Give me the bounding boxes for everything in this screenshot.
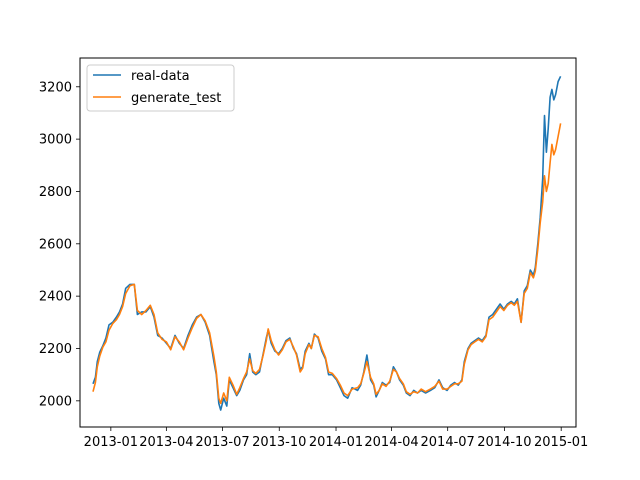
legend: real-data generate_test bbox=[86, 64, 235, 112]
x-axis: 2013-01 2013-04 2013-07 2013-10 2014-01 2014-… bbox=[84, 427, 588, 450]
x-tick-label: 2015-01 bbox=[534, 435, 588, 450]
y-tick-label: 2600 bbox=[39, 237, 72, 252]
series-line-real-data bbox=[92, 75, 562, 411]
x-tick-label: 2014-04 bbox=[364, 435, 418, 450]
x-tick-label: 2013-10 bbox=[252, 435, 306, 450]
x-tick-label: 2013-07 bbox=[195, 435, 249, 450]
legend-label-real-data: real-data bbox=[131, 69, 190, 84]
y-tick-label: 2400 bbox=[39, 290, 72, 305]
series-line-generate-test bbox=[92, 123, 562, 405]
x-tick-label: 2014-10 bbox=[477, 435, 531, 450]
y-tick-label: 2200 bbox=[39, 342, 72, 357]
y-tick-label: 3200 bbox=[39, 80, 72, 95]
x-tick-label: 2014-01 bbox=[309, 435, 363, 450]
y-axis: 2000 2200 2400 2600 2800 3000 3200 bbox=[39, 80, 80, 409]
y-tick-label: 3000 bbox=[39, 133, 72, 148]
plot-frame bbox=[79, 57, 577, 428]
legend-label-generate-test: generate_test bbox=[131, 91, 221, 106]
legend-box bbox=[86, 64, 235, 112]
x-tick-label: 2013-01 bbox=[84, 435, 138, 450]
y-tick-label: 2000 bbox=[39, 394, 72, 409]
y-tick-label: 2800 bbox=[39, 185, 72, 200]
x-tick-label: 2013-04 bbox=[139, 435, 193, 450]
x-tick-label: 2014-07 bbox=[421, 435, 475, 450]
series-layer bbox=[92, 75, 562, 411]
